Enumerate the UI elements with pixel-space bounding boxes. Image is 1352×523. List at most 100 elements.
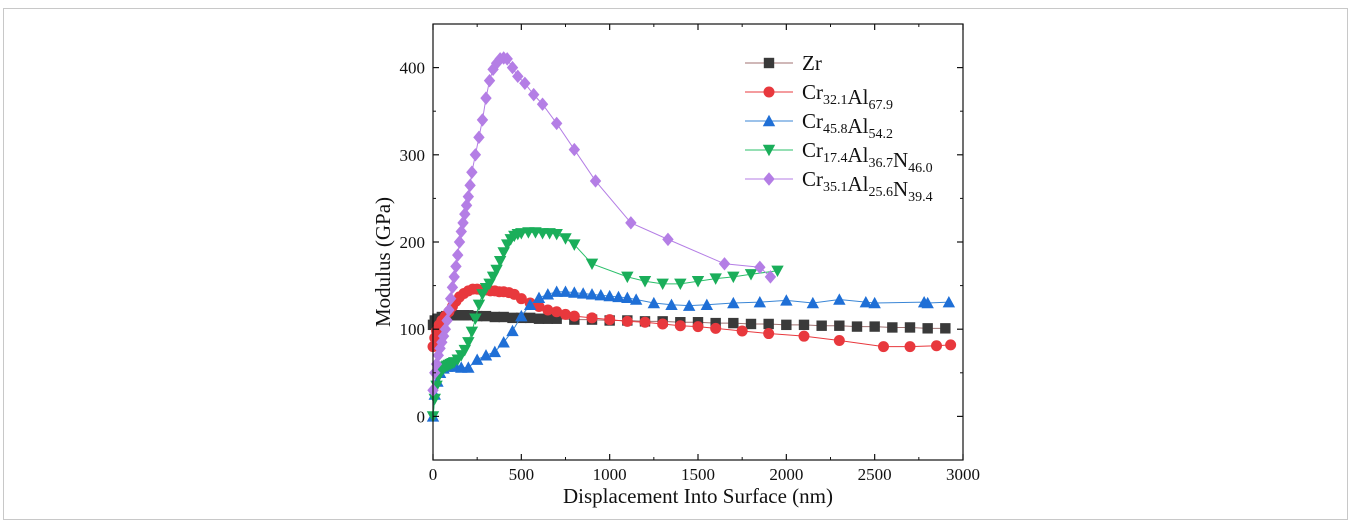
data-point <box>942 295 956 308</box>
data-point <box>700 298 714 310</box>
data-point <box>868 296 881 309</box>
x-tick-label: 1500 <box>681 465 715 484</box>
data-point <box>473 130 485 145</box>
data-point <box>453 235 466 249</box>
data-point <box>816 320 827 331</box>
data-point <box>629 293 643 305</box>
figure-frame <box>3 8 1348 520</box>
data-point <box>745 318 757 330</box>
data-point <box>727 271 740 284</box>
data-point <box>536 97 549 111</box>
x-tick-label: 3000 <box>946 465 980 484</box>
legend-label: Cr45.8Al54.2 <box>802 109 893 142</box>
data-point <box>542 304 554 316</box>
data-point <box>657 318 669 330</box>
x-tick-label: 500 <box>509 465 535 484</box>
axes-layer: 0 500 1000 1500 2000 2500 3000 0 100 200 300 400 <box>400 23 980 484</box>
data-point <box>576 287 590 299</box>
data-point <box>763 318 774 330</box>
data-point <box>834 320 845 331</box>
data-point <box>551 313 562 324</box>
data-point <box>568 239 581 251</box>
data-point <box>470 353 484 365</box>
data-point <box>443 303 455 317</box>
data-point <box>674 278 687 291</box>
data-point <box>497 247 510 259</box>
data-point <box>727 296 740 309</box>
legend-entry: Cr32.1Al67.9 <box>745 80 893 113</box>
data-point <box>621 291 634 304</box>
series-line <box>432 57 771 391</box>
data-point <box>754 260 766 274</box>
legend-marker <box>762 114 776 127</box>
data-point <box>718 257 731 271</box>
data-point <box>625 216 637 230</box>
data-point <box>781 319 792 331</box>
data-point <box>568 310 580 322</box>
data-point <box>506 324 519 337</box>
series-4 <box>427 51 777 397</box>
x-tick-label: 2000 <box>769 465 803 484</box>
data-point <box>621 315 633 327</box>
data-point <box>542 313 554 324</box>
data-point <box>806 296 820 309</box>
data-point <box>476 113 489 127</box>
y-tick-label: 0 <box>417 407 426 426</box>
data-point <box>621 271 634 284</box>
data-point <box>489 311 501 323</box>
data-point <box>662 232 674 247</box>
legend-label: Zr <box>802 51 822 75</box>
data-point <box>638 276 652 288</box>
data-point <box>594 288 608 301</box>
data-point <box>585 288 599 300</box>
data-point <box>763 328 775 340</box>
data-point <box>589 174 602 188</box>
data-point <box>559 233 572 245</box>
y-tick-label: 400 <box>400 59 426 78</box>
data-point <box>462 361 475 373</box>
legend-label: Cr17.4Al36.7N46.0 <box>802 138 933 176</box>
data-point <box>515 293 527 305</box>
data-point <box>444 291 457 306</box>
data-point <box>462 189 475 204</box>
data-point <box>428 393 441 406</box>
data-point <box>490 264 503 277</box>
data-point <box>441 313 453 328</box>
y-tick-label: 200 <box>400 233 426 252</box>
data-point <box>585 258 599 270</box>
legend-marker <box>763 86 775 98</box>
data-point <box>488 345 502 358</box>
series-1 <box>427 283 957 353</box>
data-point <box>464 178 476 193</box>
data-point <box>744 269 758 281</box>
data-point <box>921 296 934 309</box>
data-point <box>465 326 479 339</box>
data-point <box>512 69 524 84</box>
data-point <box>798 330 810 342</box>
data-point <box>940 323 951 334</box>
legend: Zr Cr32.1Al67.9Cr45.8Al54.2Cr17.4Al36.7N4… <box>745 51 933 205</box>
data-point <box>479 349 493 361</box>
data-point <box>604 314 616 326</box>
legend-label: Cr32.1Al67.9 <box>802 80 893 113</box>
data-point <box>764 270 777 284</box>
data-point <box>945 339 957 351</box>
x-tick-label: 2500 <box>858 465 892 484</box>
data-point <box>483 73 496 88</box>
data-point <box>859 295 873 308</box>
data-point <box>682 299 696 311</box>
data-point <box>771 265 784 277</box>
y-axis-title: Modulus (GPa) <box>371 197 395 327</box>
data-point <box>647 296 661 309</box>
legend-marker <box>763 172 775 186</box>
series-layer <box>426 51 957 423</box>
data-point <box>878 341 889 353</box>
legend-entry: Cr17.4Al36.7N46.0 <box>745 138 933 176</box>
data-point <box>709 273 722 285</box>
y-tick-label: 100 <box>400 320 426 339</box>
data-point <box>586 312 598 324</box>
data-point <box>691 276 705 288</box>
data-point <box>497 336 510 348</box>
x-tick-label: 1000 <box>593 465 627 484</box>
